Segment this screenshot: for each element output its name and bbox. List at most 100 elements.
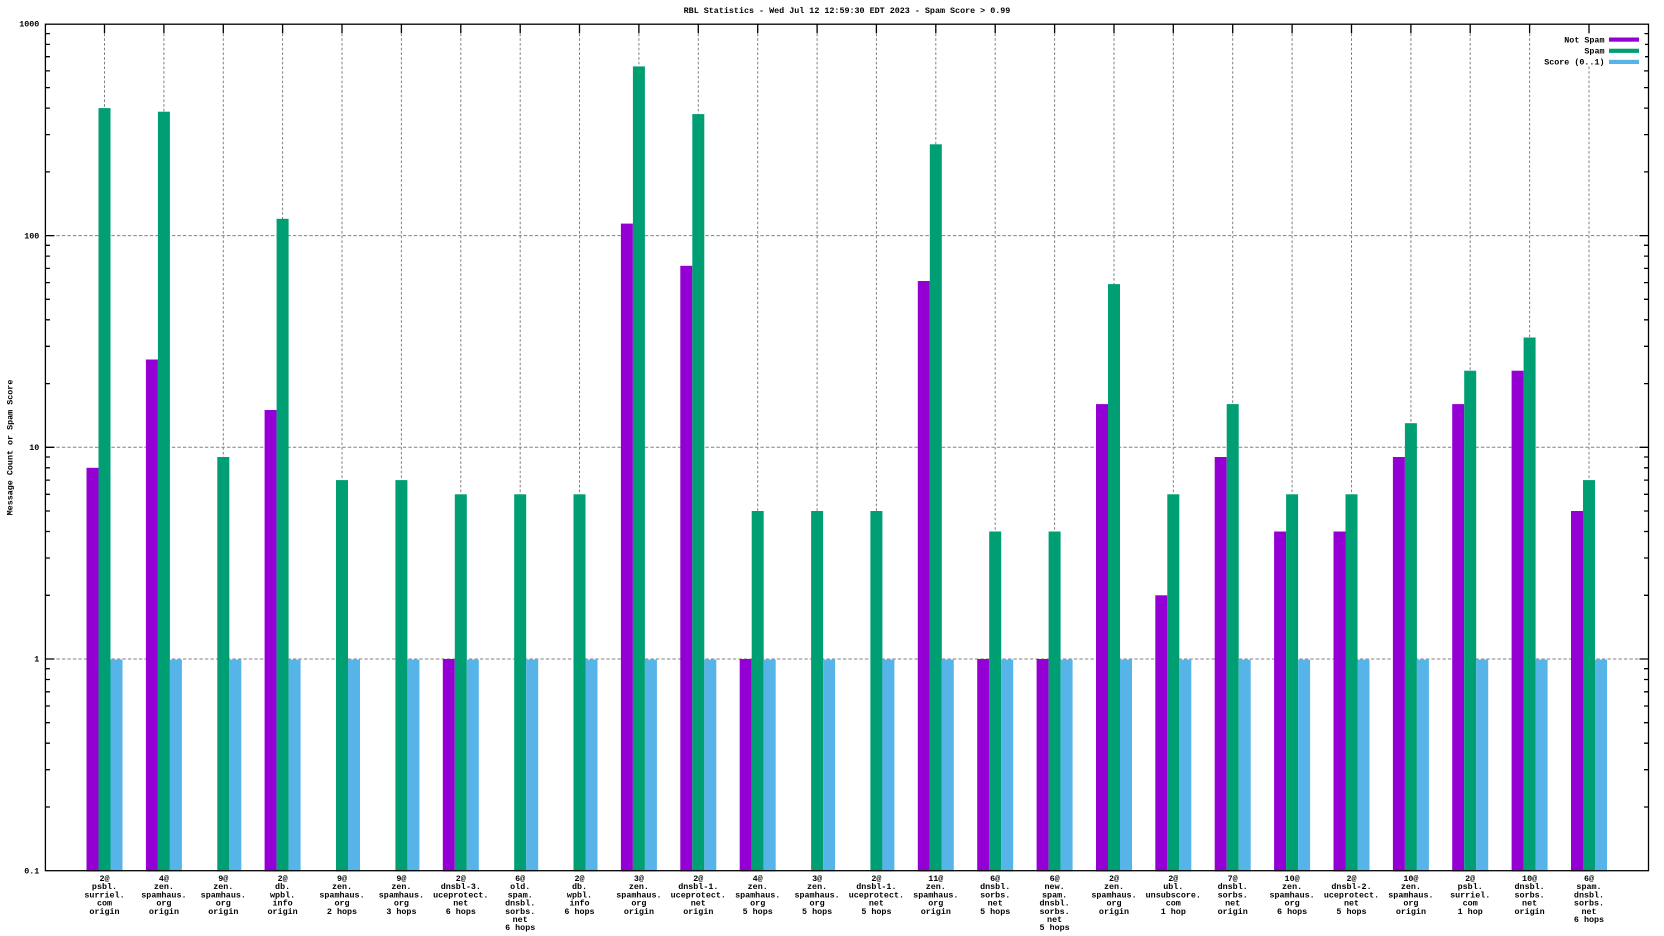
svg-text:6 hops: 6 hops (1277, 907, 1307, 917)
svg-text:RBL Statistics - Wed Jul 12 12: RBL Statistics - Wed Jul 12 12:59:30 EDT… (684, 6, 1011, 16)
svg-text:origin: origin (208, 907, 238, 917)
svg-text:10: 10 (29, 443, 39, 453)
svg-text:net: net (1522, 899, 1537, 909)
svg-text:spamhaus.: spamhaus. (1091, 890, 1136, 900)
svg-text:spamhaus.: spamhaus. (616, 890, 661, 900)
svg-text:Spam: Spam (1584, 47, 1604, 57)
svg-text:sorbs.: sorbs. (1515, 890, 1545, 900)
svg-text:psbl.: psbl. (1458, 882, 1483, 892)
svg-text:db.: db. (275, 882, 290, 892)
svg-text:spamhaus.: spamhaus. (201, 890, 246, 900)
svg-text:5 hops: 5 hops (980, 907, 1010, 917)
svg-text:zen.: zen. (1104, 882, 1124, 892)
svg-text:origin: origin (624, 907, 654, 917)
svg-text:dnsbl-3.: dnsbl-3. (441, 882, 481, 892)
svg-text:7@: 7@ (1228, 874, 1238, 884)
svg-text:6@: 6@ (990, 874, 1000, 884)
svg-text:net: net (1225, 899, 1240, 909)
svg-text:2@: 2@ (871, 874, 881, 884)
svg-text:net: net (691, 899, 706, 909)
svg-text:zen.: zen. (807, 882, 827, 892)
svg-text:zen.: zen. (629, 882, 649, 892)
svg-text:zen.: zen. (748, 882, 768, 892)
svg-text:10@: 10@ (1285, 874, 1300, 884)
svg-text:dnsbl.: dnsbl. (1218, 882, 1248, 892)
svg-text:spamhaus.: spamhaus. (379, 890, 424, 900)
svg-text:com: com (1166, 899, 1181, 909)
svg-text:dnsbl.: dnsbl. (505, 899, 535, 909)
svg-text:org: org (334, 899, 349, 909)
svg-text:3@: 3@ (812, 874, 822, 884)
svg-text:2@: 2@ (278, 874, 288, 884)
svg-text:6@: 6@ (515, 874, 525, 884)
svg-text:surriel.: surriel. (1450, 890, 1490, 900)
svg-text:uceprotect.: uceprotect. (1324, 890, 1379, 900)
svg-text:zen.: zen. (154, 882, 174, 892)
svg-text:5 hops: 5 hops (802, 907, 832, 917)
svg-text:com: com (1463, 899, 1478, 909)
svg-text:5 hops: 5 hops (1336, 907, 1366, 917)
svg-text:2@: 2@ (456, 874, 466, 884)
svg-text:dnsbl-1.: dnsbl-1. (856, 882, 896, 892)
svg-text:zen.: zen. (1401, 882, 1421, 892)
svg-text:9@: 9@ (396, 874, 406, 884)
svg-text:org: org (928, 899, 943, 909)
svg-text:100: 100 (24, 231, 39, 241)
svg-text:6@: 6@ (1584, 874, 1594, 884)
svg-text:ubl.: ubl. (1163, 882, 1183, 892)
svg-text:spamhaus.: spamhaus. (1388, 890, 1433, 900)
svg-text:net: net (988, 899, 1003, 909)
svg-text:org: org (1285, 899, 1300, 909)
svg-text:zen.: zen. (1282, 882, 1302, 892)
svg-text:zen.: zen. (391, 882, 411, 892)
svg-text:zen.: zen. (213, 882, 233, 892)
svg-text:origin: origin (1515, 907, 1545, 917)
svg-text:sorbs.: sorbs. (980, 890, 1010, 900)
svg-text:spamhaus.: spamhaus. (319, 890, 364, 900)
svg-text:uceprotect.: uceprotect. (849, 890, 904, 900)
svg-text:2@: 2@ (99, 874, 109, 884)
svg-text:2@: 2@ (1168, 874, 1178, 884)
svg-text:info: info (569, 899, 589, 909)
svg-text:sorbs.: sorbs. (505, 907, 535, 917)
svg-text:dnsbl.: dnsbl. (980, 882, 1010, 892)
svg-text:unsubscore.: unsubscore. (1146, 890, 1201, 900)
svg-text:5 hops: 5 hops (743, 907, 773, 917)
svg-text:net: net (1047, 915, 1062, 925)
svg-text:origin: origin (268, 907, 298, 917)
svg-text:dnsbl.: dnsbl. (1515, 882, 1545, 892)
svg-text:spamhaus.: spamhaus. (913, 890, 958, 900)
svg-text:origin: origin (683, 907, 713, 917)
svg-text:net: net (1581, 907, 1596, 917)
svg-text:Score (0..1): Score (0..1) (1544, 58, 1604, 68)
svg-text:net: net (453, 899, 468, 909)
svg-text:dnsbl.: dnsbl. (1040, 899, 1070, 909)
svg-text:org: org (1403, 899, 1418, 909)
svg-text:wpbl.: wpbl. (270, 890, 295, 900)
svg-text:5 hops: 5 hops (861, 907, 891, 917)
svg-text:com: com (97, 899, 112, 909)
svg-text:2@: 2@ (693, 874, 703, 884)
svg-text:wpbl.: wpbl. (567, 890, 592, 900)
svg-text:surriel.: surriel. (84, 890, 124, 900)
svg-text:spam.: spam. (1576, 882, 1601, 892)
svg-text:3 hops: 3 hops (386, 907, 416, 917)
svg-text:2@: 2@ (574, 874, 584, 884)
svg-text:2@: 2@ (1465, 874, 1475, 884)
svg-text:Not Spam: Not Spam (1564, 35, 1604, 45)
svg-text:db.: db. (572, 882, 587, 892)
svg-text:origin: origin (89, 907, 119, 917)
svg-text:psbl.: psbl. (92, 882, 117, 892)
svg-text:org: org (750, 899, 765, 909)
svg-text:spam.: spam. (508, 890, 533, 900)
svg-text:net: net (513, 915, 528, 925)
svg-text:dnsbl-1.: dnsbl-1. (678, 882, 718, 892)
svg-text:sorbs.: sorbs. (1574, 899, 1604, 909)
svg-text:6 hops: 6 hops (1574, 915, 1604, 925)
svg-text:org: org (1106, 899, 1121, 909)
svg-text:spamhaus.: spamhaus. (141, 890, 186, 900)
svg-text:4@: 4@ (753, 874, 763, 884)
svg-text:org: org (156, 899, 171, 909)
svg-text:0.1: 0.1 (24, 866, 39, 876)
svg-text:5 hops: 5 hops (1040, 923, 1070, 933)
